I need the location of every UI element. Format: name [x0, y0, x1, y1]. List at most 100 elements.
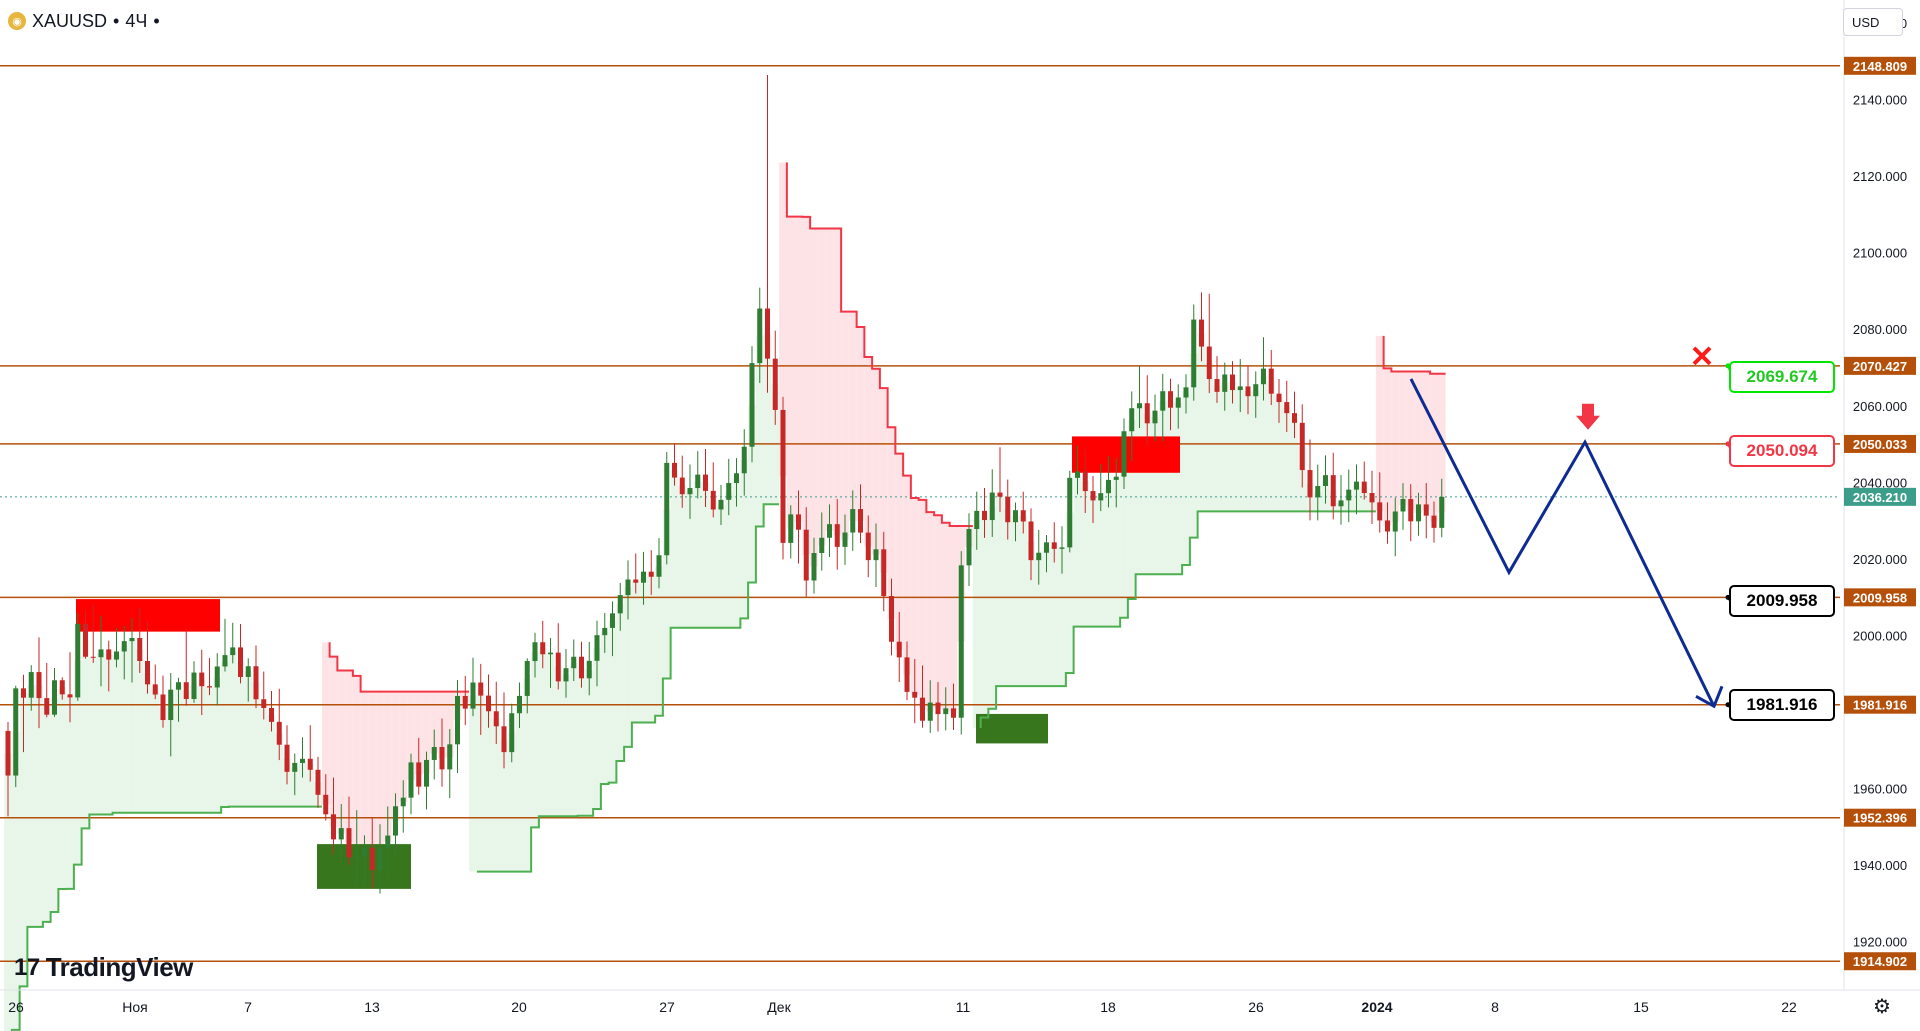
candle[interactable]: [881, 531, 887, 612]
candle[interactable]: [757, 287, 763, 383]
candle[interactable]: [1098, 464, 1104, 512]
candle[interactable]: [346, 796, 352, 865]
candle[interactable]: [1075, 445, 1080, 495]
candle[interactable]: [834, 498, 840, 570]
candle[interactable]: [819, 512, 825, 571]
candle[interactable]: [114, 628, 119, 668]
candle[interactable]: [943, 687, 949, 731]
candle[interactable]: [1090, 476, 1096, 523]
candle[interactable]: [1431, 501, 1437, 543]
candle[interactable]: [958, 551, 964, 735]
candle[interactable]: [889, 578, 894, 656]
candle[interactable]: [1439, 478, 1445, 538]
candle[interactable]: [1168, 378, 1173, 431]
candle[interactable]: [1059, 526, 1065, 574]
candle[interactable]: [1416, 492, 1421, 536]
candle[interactable]: [1354, 464, 1359, 515]
candle[interactable]: [1191, 304, 1197, 401]
candle[interactable]: [362, 835, 367, 886]
candle[interactable]: [1299, 404, 1305, 488]
candle[interactable]: [478, 663, 484, 735]
projection-path[interactable]: [1409, 378, 1716, 707]
price-callout[interactable]: 1981.916: [1725, 689, 1835, 721]
candle[interactable]: [214, 653, 220, 706]
candle[interactable]: [1361, 461, 1367, 500]
candle[interactable]: [951, 683, 956, 730]
candle[interactable]: [28, 665, 34, 711]
candle[interactable]: [827, 504, 832, 558]
candle[interactable]: [501, 692, 507, 769]
tradingview-logo[interactable]: 17 TradingView: [14, 952, 193, 983]
candle[interactable]: [734, 458, 739, 507]
candle[interactable]: [1408, 484, 1414, 542]
candle[interactable]: [1307, 439, 1313, 521]
candle[interactable]: [462, 675, 468, 726]
candle[interactable]: [1028, 508, 1034, 581]
candle[interactable]: [672, 443, 677, 486]
candle[interactable]: [927, 680, 933, 733]
candle[interactable]: [21, 674, 26, 753]
candle[interactable]: [617, 582, 623, 631]
candle[interactable]: [664, 452, 670, 565]
candle[interactable]: [1268, 349, 1274, 406]
candle[interactable]: [935, 682, 941, 732]
candle[interactable]: [106, 640, 112, 692]
candle[interactable]: [796, 490, 801, 564]
candle[interactable]: [98, 615, 104, 687]
candle[interactable]: [1292, 391, 1297, 439]
candle[interactable]: [207, 658, 212, 696]
candle[interactable]: [152, 664, 158, 700]
candle[interactable]: [1106, 456, 1111, 508]
candle[interactable]: [865, 515, 871, 578]
candle[interactable]: [1082, 449, 1088, 514]
candle[interactable]: [83, 610, 88, 659]
candle[interactable]: [75, 613, 81, 701]
candle[interactable]: [788, 505, 794, 559]
candle[interactable]: [5, 721, 11, 817]
demand-zone[interactable]: [976, 713, 1048, 744]
candle[interactable]: [695, 451, 701, 499]
candle[interactable]: [284, 725, 290, 785]
candle[interactable]: [276, 688, 282, 761]
candle[interactable]: [1051, 522, 1057, 563]
candle[interactable]: [323, 774, 329, 821]
candle[interactable]: [1230, 361, 1235, 404]
candle[interactable]: [912, 659, 918, 724]
candle[interactable]: [1385, 502, 1390, 544]
candle[interactable]: [1214, 356, 1220, 403]
candle[interactable]: [641, 551, 646, 605]
candle[interactable]: [594, 620, 600, 687]
candle[interactable]: [741, 429, 747, 496]
candle[interactable]: [1121, 418, 1127, 490]
candle[interactable]: [121, 626, 127, 680]
candle[interactable]: [540, 620, 546, 669]
candle[interactable]: [292, 753, 298, 796]
candle[interactable]: [1044, 534, 1049, 573]
candle[interactable]: [145, 621, 150, 694]
candle[interactable]: [726, 458, 732, 516]
candle[interactable]: [1276, 379, 1282, 423]
candle[interactable]: [222, 618, 228, 672]
candle[interactable]: [602, 612, 608, 653]
candle[interactable]: [44, 662, 50, 718]
candle[interactable]: [989, 469, 995, 537]
candle[interactable]: [1423, 483, 1429, 539]
candle[interactable]: [1067, 470, 1073, 553]
candle[interactable]: [36, 637, 42, 729]
candle[interactable]: [90, 604, 96, 663]
candle[interactable]: [1323, 455, 1328, 504]
candle[interactable]: [183, 629, 189, 706]
candle[interactable]: [377, 824, 383, 894]
candle[interactable]: [997, 447, 1003, 513]
candle[interactable]: [548, 638, 553, 688]
candle[interactable]: [1005, 479, 1011, 540]
candle[interactable]: [269, 690, 274, 732]
candle[interactable]: [1245, 365, 1251, 415]
candle[interactable]: [338, 804, 344, 862]
symbol-header[interactable]: ◉ XAUUSD • 4Ч •: [8, 8, 160, 34]
candle[interactable]: [850, 490, 856, 551]
candle[interactable]: [13, 685, 19, 788]
candle[interactable]: [974, 491, 980, 550]
candle[interactable]: [571, 639, 577, 682]
